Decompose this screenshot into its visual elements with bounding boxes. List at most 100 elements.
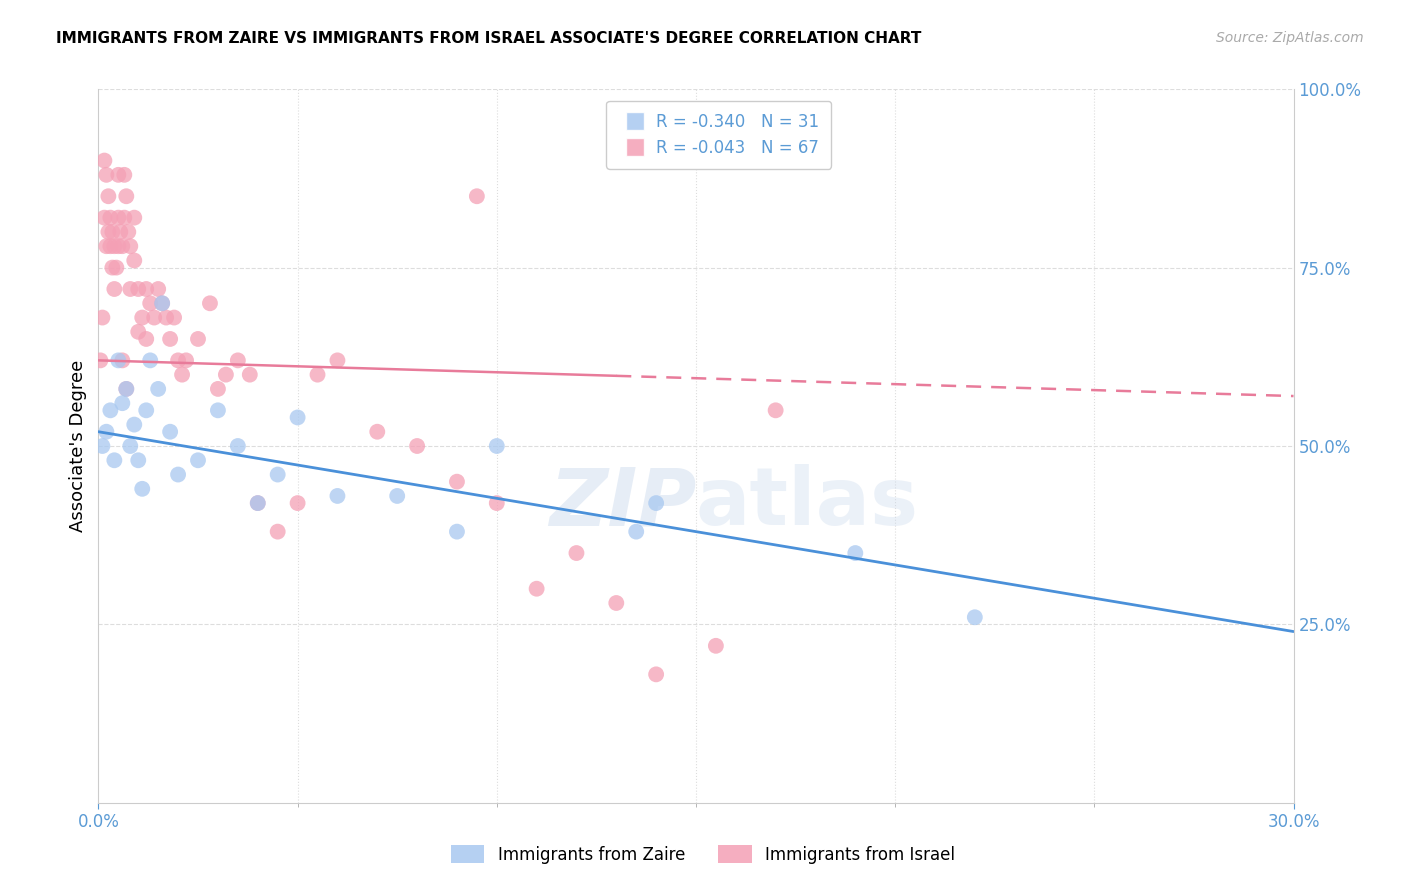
- Point: [115, 189, 138, 203]
- Point: [226, 353, 249, 368]
- Point: [111, 239, 134, 253]
- Point: [112, 168, 135, 182]
- Point: [135, 332, 157, 346]
- Point: [97, 189, 120, 203]
- Point: [101, 225, 124, 239]
- Point: [127, 325, 149, 339]
- Point: [89, 353, 111, 368]
- Point: [287, 496, 309, 510]
- Point: [159, 425, 181, 439]
- Point: [148, 282, 170, 296]
- Point: [155, 310, 177, 325]
- Point: [101, 260, 124, 275]
- Point: [485, 496, 508, 510]
- Point: [385, 489, 409, 503]
- Point: [103, 239, 125, 253]
- Point: [366, 425, 388, 439]
- Point: [111, 396, 134, 410]
- Point: [97, 225, 120, 239]
- Point: [326, 353, 349, 368]
- Point: [159, 332, 181, 346]
- Point: [107, 168, 129, 182]
- Point: [103, 282, 125, 296]
- Point: [267, 467, 290, 482]
- Point: [645, 667, 668, 681]
- Point: [110, 225, 132, 239]
- Point: [127, 453, 149, 467]
- Point: [98, 211, 122, 225]
- Point: [526, 582, 548, 596]
- Point: [135, 282, 157, 296]
- Point: [198, 296, 221, 310]
- Point: [215, 368, 238, 382]
- Point: [239, 368, 262, 382]
- Point: [112, 211, 135, 225]
- Point: [446, 475, 468, 489]
- Text: Source: ZipAtlas.com: Source: ZipAtlas.com: [1216, 31, 1364, 45]
- Text: IMMIGRANTS FROM ZAIRE VS IMMIGRANTS FROM ISRAEL ASSOCIATE'S DEGREE CORRELATION C: IMMIGRANTS FROM ZAIRE VS IMMIGRANTS FROM…: [56, 31, 921, 46]
- Point: [124, 211, 146, 225]
- Point: [143, 310, 166, 325]
- Point: [765, 403, 787, 417]
- Y-axis label: Associate's Degree: Associate's Degree: [69, 359, 87, 533]
- Point: [207, 382, 229, 396]
- Point: [307, 368, 329, 382]
- Point: [107, 353, 129, 368]
- Point: [844, 546, 866, 560]
- Point: [105, 260, 128, 275]
- Point: [93, 153, 115, 168]
- Point: [226, 439, 249, 453]
- Point: [446, 524, 468, 539]
- Point: [246, 496, 269, 510]
- Point: [246, 496, 269, 510]
- Point: [187, 332, 209, 346]
- Point: [626, 524, 648, 539]
- Point: [135, 403, 157, 417]
- Point: [120, 282, 142, 296]
- Point: [96, 168, 118, 182]
- Point: [139, 296, 162, 310]
- Legend: R = -0.340   N = 31, R = -0.043   N = 67: R = -0.340 N = 31, R = -0.043 N = 67: [606, 101, 831, 169]
- Point: [139, 353, 162, 368]
- Point: [287, 410, 309, 425]
- Point: [91, 439, 114, 453]
- Point: [963, 610, 986, 624]
- Point: [172, 368, 194, 382]
- Text: ZIP: ZIP: [548, 464, 696, 542]
- Point: [117, 225, 139, 239]
- Point: [103, 453, 125, 467]
- Point: [120, 239, 142, 253]
- Point: [485, 439, 508, 453]
- Point: [98, 403, 122, 417]
- Point: [124, 417, 146, 432]
- Point: [115, 382, 138, 396]
- Point: [93, 211, 115, 225]
- Point: [111, 353, 134, 368]
- Point: [645, 496, 668, 510]
- Point: [150, 296, 173, 310]
- Text: atlas: atlas: [696, 464, 920, 542]
- Point: [148, 382, 170, 396]
- Point: [127, 282, 149, 296]
- Point: [107, 211, 129, 225]
- Point: [406, 439, 429, 453]
- Point: [187, 453, 209, 467]
- Point: [167, 467, 190, 482]
- Point: [96, 239, 118, 253]
- Point: [96, 425, 118, 439]
- Point: [124, 253, 146, 268]
- Point: [120, 439, 142, 453]
- Point: [174, 353, 197, 368]
- Point: [131, 310, 153, 325]
- Point: [565, 546, 588, 560]
- Point: [163, 310, 186, 325]
- Point: [465, 189, 488, 203]
- Point: [91, 310, 114, 325]
- Point: [267, 524, 290, 539]
- Point: [326, 489, 349, 503]
- Legend: Immigrants from Zaire, Immigrants from Israel: Immigrants from Zaire, Immigrants from I…: [444, 838, 962, 871]
- Point: [704, 639, 727, 653]
- Point: [167, 353, 190, 368]
- Point: [150, 296, 173, 310]
- Point: [131, 482, 153, 496]
